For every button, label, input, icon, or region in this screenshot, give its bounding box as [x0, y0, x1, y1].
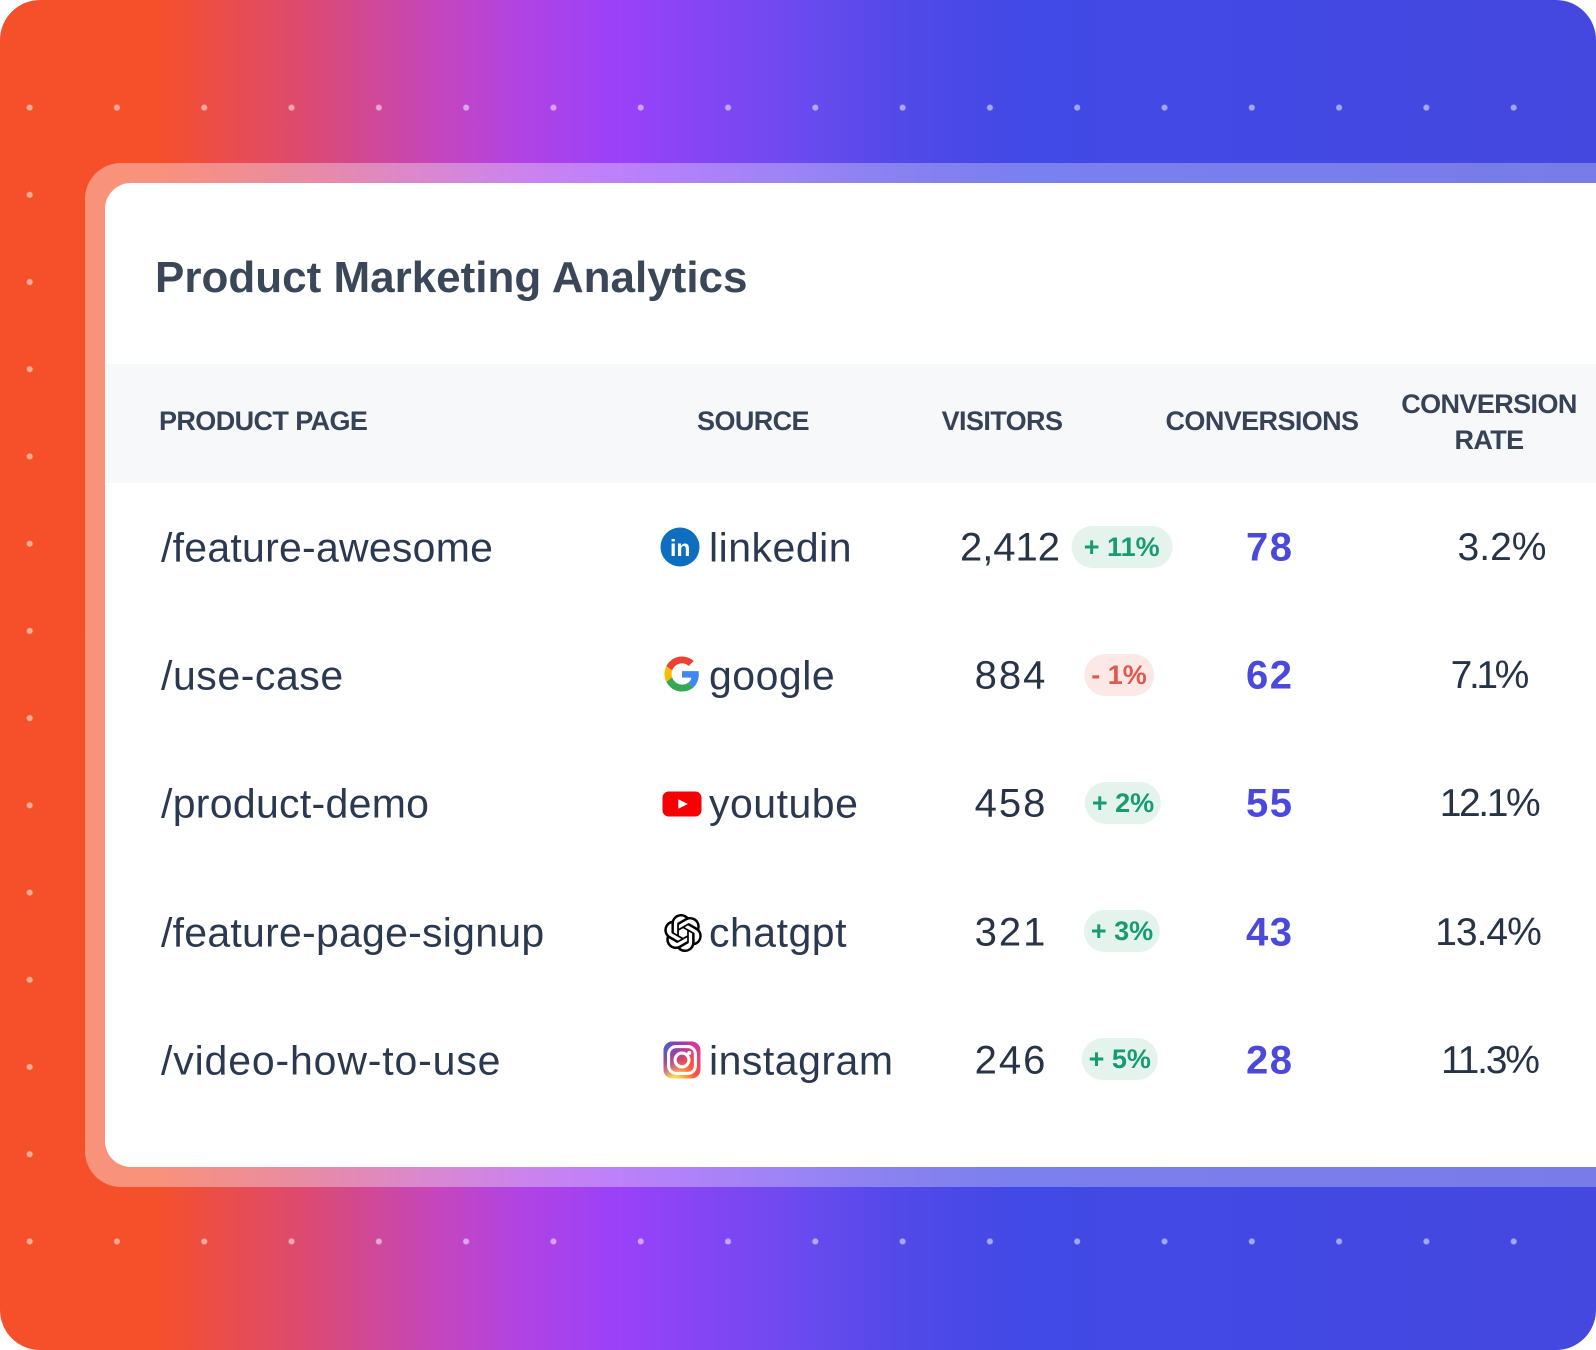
- svg-text:in: in: [670, 534, 690, 560]
